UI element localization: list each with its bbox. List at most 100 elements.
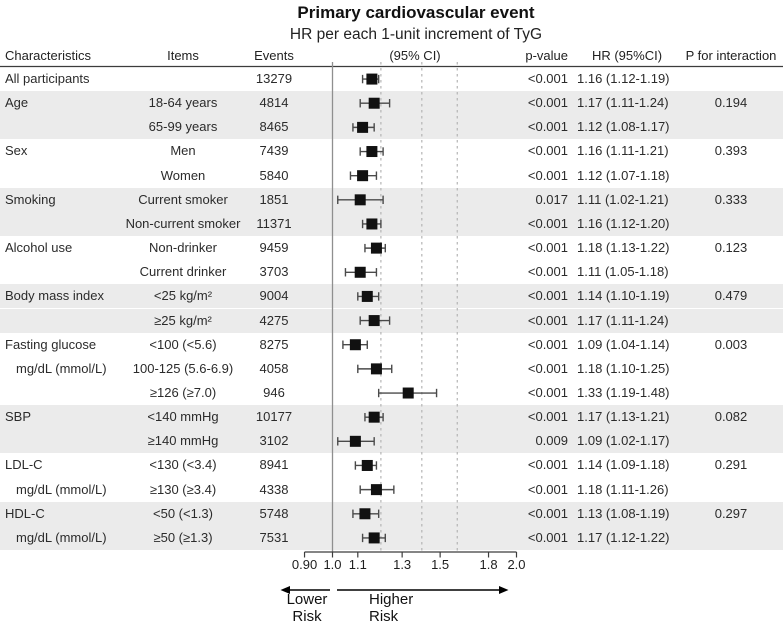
hr-marker	[370, 363, 382, 375]
cell-p-value: <0.001	[527, 336, 568, 352]
cell-events: 8275	[259, 336, 289, 352]
cell-hr-ci: 1.16 (1.12-1.20)	[577, 215, 670, 231]
cell-p-value: <0.001	[527, 384, 568, 400]
cell-item: ≥25 kg/m²	[154, 312, 212, 328]
cell-events: 4338	[259, 481, 289, 497]
cell-p-value: <0.001	[527, 529, 568, 545]
header-characteristics: Characteristics	[5, 48, 91, 63]
cell-p-value: <0.001	[527, 119, 568, 135]
x-axis-tick-label: 2.0	[507, 557, 526, 572]
cell-p-interaction: 0.393	[714, 143, 748, 159]
cell-hr-ci: 1.16 (1.12-1.19)	[577, 71, 670, 86]
cell-p-value: <0.001	[527, 409, 568, 425]
cell-hr-ci: 1.17 (1.11-1.24)	[577, 312, 669, 328]
cell-p-value: <0.001	[527, 71, 568, 86]
cell-item: <140 mmHg	[147, 409, 219, 425]
cell-characteristic: HDL-C	[5, 505, 45, 521]
row-shading-band	[0, 501, 783, 526]
cell-p-interaction: 0.291	[714, 457, 748, 473]
cell-events: 7439	[259, 143, 289, 159]
figure-subtitle: HR per each 1-unit increment of TyG	[289, 26, 543, 43]
cell-item: Current smoker	[138, 191, 228, 207]
hr-marker	[361, 459, 373, 471]
hr-marker	[357, 170, 369, 182]
row-shading-band	[0, 525, 783, 550]
cell-p-value: <0.001	[527, 288, 568, 304]
cell-item: <50 (<1.3)	[153, 505, 213, 521]
cell-hr-ci: 1.13 (1.08-1.19)	[577, 505, 670, 521]
higher-risk-arrowhead	[499, 586, 509, 594]
hr-marker	[366, 73, 378, 85]
x-axis-tick-label: 1.5	[431, 557, 450, 572]
cell-p-value: <0.001	[527, 312, 568, 328]
row-shading-band	[0, 405, 783, 430]
cell-p-interaction: 0.082	[714, 409, 748, 425]
cell-p-interaction: 0.479	[714, 288, 748, 304]
hr-marker	[354, 266, 366, 278]
cell-events: 13279	[255, 71, 293, 86]
cell-hr-ci: 1.18 (1.10-1.25)	[577, 360, 670, 376]
x-axis-tick-label: 1.1	[348, 557, 367, 572]
cell-p-value: <0.001	[527, 215, 568, 231]
cell-events: 4275	[259, 312, 289, 328]
row-shading-band	[0, 91, 783, 116]
cell-events: 4058	[259, 360, 289, 376]
cell-characteristic: Body mass index	[5, 288, 104, 304]
cell-events: 10177	[255, 409, 293, 425]
cell-p-interaction: 0.333	[714, 191, 748, 207]
cell-hr-ci: 1.18 (1.11-1.26)	[577, 481, 669, 497]
row-shading-band	[0, 187, 783, 212]
row-shading-band	[0, 115, 783, 140]
cell-hr-ci: 1.11 (1.02-1.21)	[577, 191, 669, 207]
cell-item: Men	[170, 143, 196, 159]
cell-hr-ci: 1.17 (1.11-1.24)	[577, 95, 669, 111]
cell-p-interaction: 0.123	[714, 240, 748, 256]
cell-events: 1851	[259, 191, 289, 207]
cell-hr-ci: 1.17 (1.12-1.22)	[577, 529, 670, 545]
hr-marker	[370, 484, 382, 496]
cell-item: ≥130 (≥3.4)	[149, 481, 217, 497]
hr-marker	[402, 387, 414, 399]
figure-title: Primary cardiovascular event	[297, 3, 535, 22]
x-axis-tick-label: 0.90	[291, 557, 318, 572]
cell-events: 5840	[259, 167, 289, 183]
hr-marker	[370, 242, 382, 254]
cell-hr-ci: 1.14 (1.10-1.19)	[577, 288, 670, 304]
cell-events: 3703	[259, 264, 289, 280]
cell-events: 9004	[259, 288, 289, 304]
cell-p-value: <0.001	[527, 264, 568, 280]
cell-characteristic: mg/dL (mmol/L)	[16, 360, 107, 376]
cell-characteristic: mg/dL (mmol/L)	[16, 481, 107, 497]
cell-item: 100-125 (5.6-6.9)	[132, 360, 234, 376]
cell-hr-ci: 1.12 (1.08-1.17)	[577, 119, 670, 135]
cell-item: ≥126 (≥7.0)	[149, 384, 217, 400]
cell-hr-ci: 1.11 (1.05-1.18)	[577, 264, 669, 280]
row-shading-band	[0, 429, 783, 454]
header-items: Items	[167, 48, 199, 63]
cell-item: <25 kg/m²	[153, 288, 213, 304]
header-p-value: p-value	[525, 48, 568, 63]
cell-characteristic: Alcohol use	[5, 240, 73, 256]
cell-events: 3102	[259, 433, 289, 449]
cell-item: Non-drinker	[149, 240, 217, 256]
cell-p-interaction: 0.194	[714, 95, 748, 111]
cell-p-interaction: 0.297	[714, 505, 748, 521]
cell-events: 4814	[259, 95, 289, 111]
row-shading-band	[0, 211, 783, 237]
cell-hr-ci: 1.14 (1.09-1.18)	[577, 457, 670, 473]
cell-events: 8465	[259, 119, 289, 135]
cell-events: 11371	[256, 215, 292, 231]
hr-marker	[366, 146, 378, 158]
cell-characteristic: All participants	[5, 71, 90, 86]
cell-characteristic: Sex	[5, 143, 28, 159]
header-plot-ci: (95% CI)	[389, 48, 441, 63]
cell-p-value: <0.001	[527, 240, 568, 256]
cell-hr-ci: 1.33 (1.19-1.48)	[577, 384, 670, 400]
cell-hr-ci: 1.09 (1.02-1.17)	[577, 433, 670, 449]
cell-hr-ci: 1.16 (1.11-1.21)	[577, 143, 669, 159]
row-shading-band	[0, 308, 783, 333]
cell-characteristic: mg/dL (mmol/L)	[16, 529, 107, 545]
cell-characteristic: LDL-C	[5, 457, 43, 473]
cell-item: ≥50 (≥1.3)	[153, 529, 213, 545]
